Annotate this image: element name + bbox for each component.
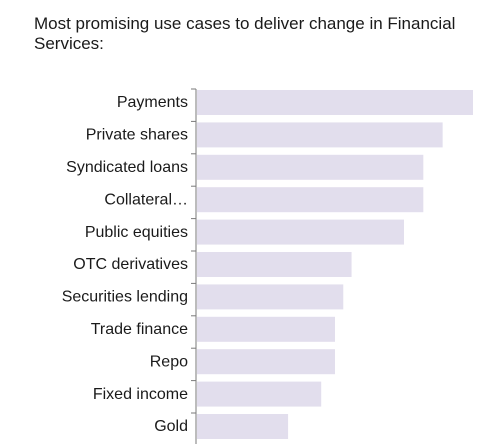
bar-2 [197,154,424,180]
category-label: Collateral… [104,191,188,208]
y-axis [191,88,197,444]
bar-9 [197,381,322,407]
bars-layer [197,90,473,439]
bar-3 [197,187,424,213]
category-label: Fixed income [93,386,188,403]
bar-4 [197,219,404,245]
category-labels: Payments Private shares Syndicated loans Co… [62,94,188,435]
bar-0 [197,90,473,115]
category-label: Repo [150,353,188,370]
bar-6 [197,284,344,310]
category-label: Private shares [86,127,188,144]
category-label: OTC derivatives [73,256,188,273]
category-label: Trade finance [91,321,188,338]
bar-10 [197,414,289,439]
category-label: Syndicated loans [66,159,188,176]
bar-1 [197,122,443,148]
category-label: Payments [117,94,188,111]
category-label: Securities lending [62,289,188,306]
bar-8 [197,349,335,375]
category-label: Gold [154,418,188,435]
category-label: Public equities [85,224,188,241]
chart-title: Most promising use cases to deliver chan… [34,14,456,53]
bar-5 [197,252,352,277]
bar-7 [197,316,335,342]
